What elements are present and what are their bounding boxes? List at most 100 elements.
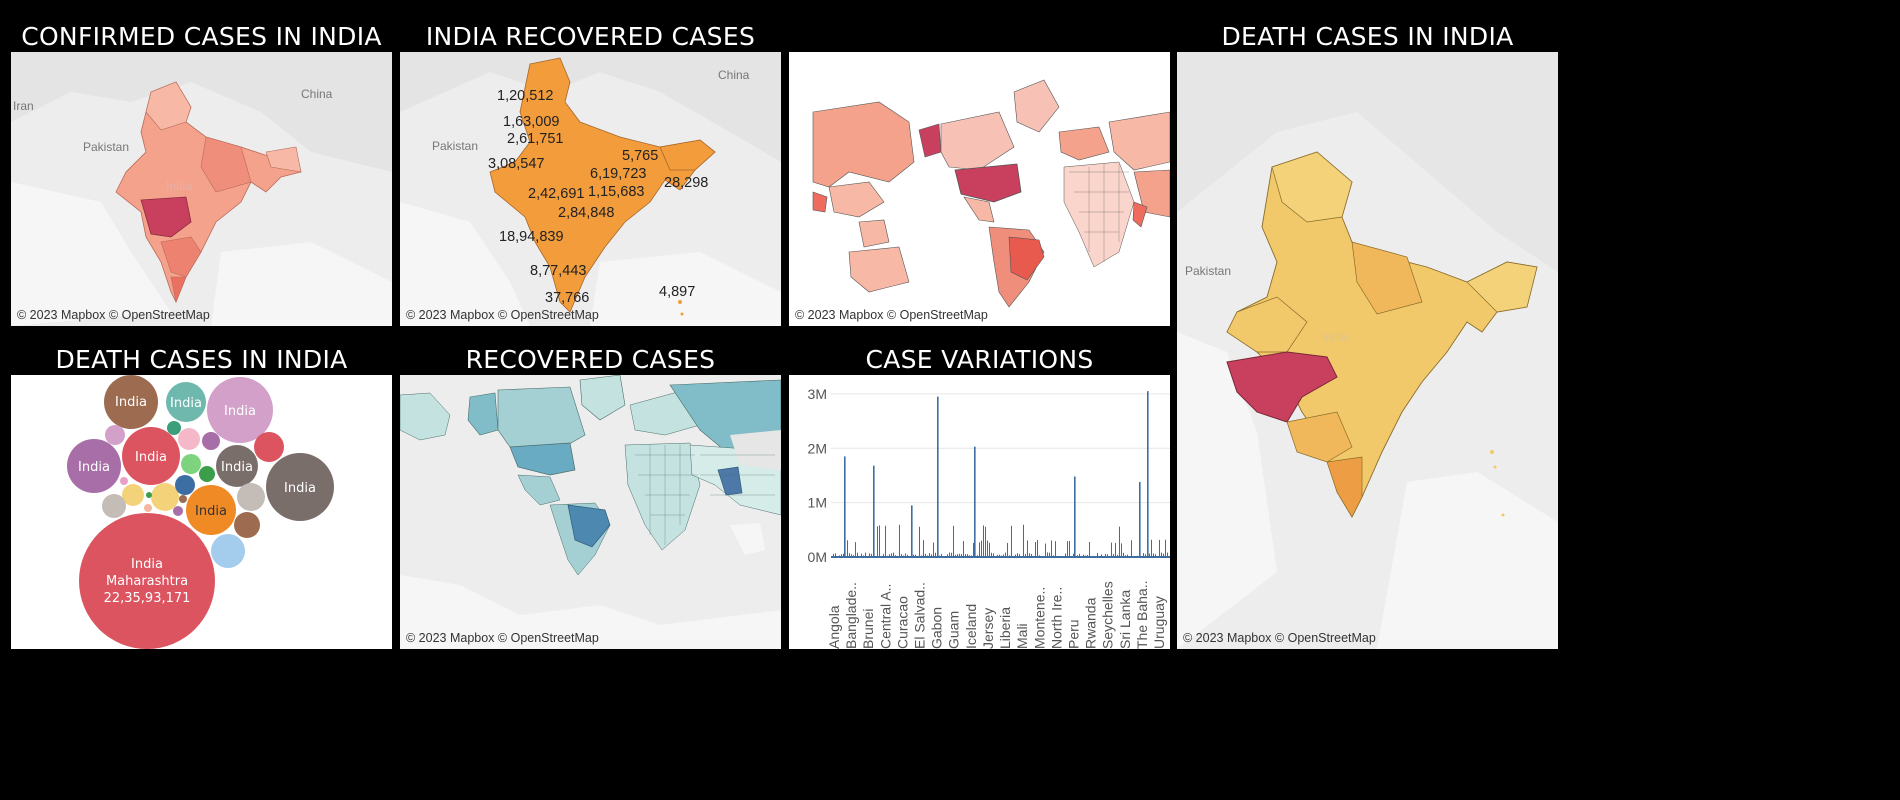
bar[interactable]: [1099, 556, 1100, 557]
bar[interactable]: [1065, 553, 1066, 557]
bar[interactable]: [851, 554, 852, 557]
bar[interactable]: [1079, 553, 1080, 557]
bar[interactable]: [841, 554, 842, 557]
bar[interactable]: [1103, 556, 1104, 557]
bar[interactable]: [1125, 555, 1126, 557]
bar-peak[interactable]: [873, 465, 875, 557]
bar[interactable]: [1087, 555, 1088, 557]
bar[interactable]: [1045, 543, 1046, 557]
bar[interactable]: [1061, 556, 1062, 557]
bar-peak[interactable]: [1074, 476, 1076, 557]
bar[interactable]: [863, 555, 864, 557]
bar[interactable]: [1113, 554, 1114, 557]
bar[interactable]: [965, 554, 966, 557]
bar[interactable]: [1071, 556, 1072, 557]
bar[interactable]: [1127, 554, 1128, 557]
bar[interactable]: [849, 553, 850, 557]
bar[interactable]: [947, 554, 948, 557]
bar[interactable]: [1131, 540, 1132, 557]
bar[interactable]: [1055, 541, 1056, 557]
bar[interactable]: [1133, 556, 1134, 557]
bar[interactable]: [1085, 555, 1086, 557]
bar[interactable]: [1067, 541, 1068, 557]
bar[interactable]: [929, 553, 930, 557]
bar[interactable]: [899, 524, 900, 557]
confirmed-cases-map[interactable]: Iran Pakistan China India © 2023 Mapbox …: [11, 52, 392, 326]
bar[interactable]: [1153, 553, 1154, 557]
bar[interactable]: [985, 526, 986, 557]
bar[interactable]: [1019, 554, 1020, 557]
bar[interactable]: [901, 554, 902, 557]
bar[interactable]: [1001, 555, 1002, 557]
bar[interactable]: [1155, 554, 1156, 557]
bar[interactable]: [939, 555, 940, 557]
bar[interactable]: [893, 552, 894, 557]
bar[interactable]: [1093, 555, 1094, 557]
case-variations-chart[interactable]: 3M 2M 1M 0M Angola Banglade.. Brunei Central A…: [789, 375, 1170, 649]
bar[interactable]: [1033, 556, 1034, 557]
bar[interactable]: [987, 540, 988, 557]
bar-peak[interactable]: [844, 456, 846, 557]
bar[interactable]: [917, 556, 918, 557]
bar-peak[interactable]: [937, 396, 939, 557]
bar[interactable]: [871, 553, 872, 557]
bar-peak[interactable]: [1139, 481, 1141, 557]
bar[interactable]: [973, 542, 974, 557]
bar[interactable]: [1009, 555, 1010, 557]
bar[interactable]: [1053, 555, 1054, 557]
bar[interactable]: [1051, 540, 1052, 557]
bar[interactable]: [1107, 554, 1108, 557]
bar[interactable]: [967, 554, 968, 557]
bar[interactable]: [971, 555, 972, 557]
bar[interactable]: [1083, 554, 1084, 557]
bar[interactable]: [1115, 542, 1116, 557]
bar[interactable]: [895, 555, 896, 557]
bar[interactable]: [889, 554, 890, 557]
bar[interactable]: [1091, 556, 1092, 557]
bar[interactable]: [869, 553, 870, 557]
bar[interactable]: [1161, 552, 1162, 557]
bar[interactable]: [879, 525, 880, 557]
bar[interactable]: [1017, 553, 1018, 557]
bar[interactable]: [957, 554, 958, 557]
bar[interactable]: [1007, 542, 1008, 557]
bar[interactable]: [989, 542, 990, 557]
death-bubble-chart[interactable]: India India India India India India Indi…: [11, 375, 392, 649]
bar[interactable]: [933, 542, 934, 557]
bar[interactable]: [1003, 554, 1004, 557]
bar[interactable]: [977, 555, 978, 557]
bar[interactable]: [1049, 552, 1050, 557]
death-cases-map[interactable]: Pakistan India © 2023 Mapbox © OpenStree…: [1177, 52, 1558, 649]
bar[interactable]: [1167, 552, 1168, 557]
bar-peak[interactable]: [911, 505, 913, 557]
bar[interactable]: [1089, 541, 1090, 557]
bar[interactable]: [907, 554, 908, 557]
bar[interactable]: [1163, 553, 1164, 557]
bar[interactable]: [837, 556, 838, 557]
bar[interactable]: [961, 554, 962, 557]
bar[interactable]: [861, 553, 862, 557]
bar[interactable]: [1119, 526, 1120, 557]
bar[interactable]: [921, 555, 922, 557]
bar[interactable]: [925, 553, 926, 557]
bar[interactable]: [1069, 540, 1070, 557]
bar[interactable]: [999, 554, 1000, 557]
bar[interactable]: [843, 553, 844, 557]
bar[interactable]: [1105, 553, 1106, 557]
bar[interactable]: [1077, 555, 1078, 557]
bar[interactable]: [927, 555, 928, 557]
bar[interactable]: [1149, 553, 1150, 557]
bar[interactable]: [1101, 554, 1102, 557]
bar[interactable]: [1073, 553, 1074, 557]
bar[interactable]: [1039, 555, 1040, 557]
bar[interactable]: [1027, 540, 1028, 557]
bar[interactable]: [943, 556, 944, 557]
bar-peak[interactable]: [974, 446, 976, 557]
bar[interactable]: [897, 555, 898, 557]
bar[interactable]: [883, 554, 884, 557]
bar[interactable]: [847, 540, 848, 557]
bar[interactable]: [885, 525, 886, 557]
bar[interactable]: [959, 553, 960, 557]
bar[interactable]: [949, 552, 950, 557]
bar[interactable]: [915, 554, 916, 557]
